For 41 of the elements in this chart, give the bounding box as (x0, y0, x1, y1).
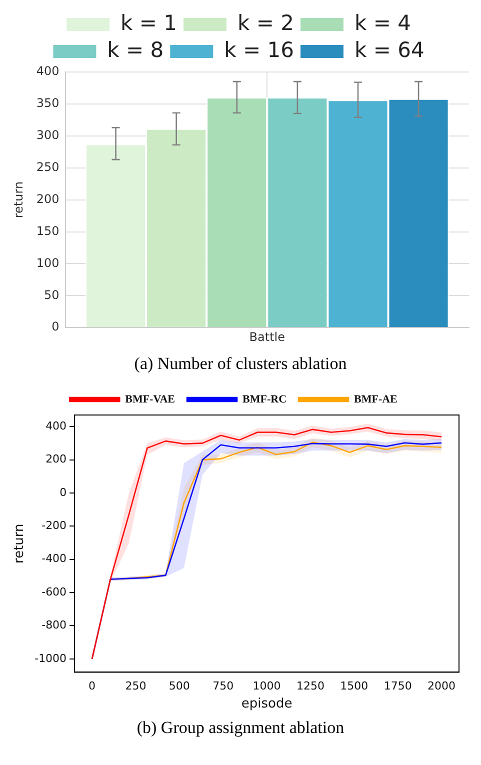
x-tick-label: 250 (125, 680, 146, 693)
y-axis-title: return (12, 524, 28, 564)
y-tick-label: 0 (52, 320, 60, 334)
legend-label: BMF-VAE (125, 393, 176, 406)
y-tick-label: 300 (36, 128, 60, 142)
legend-label: k = 4 (354, 10, 411, 35)
x-tick-label: 1750 (384, 680, 412, 693)
y-tick-label: -400 (42, 552, 67, 566)
x-tick-label: 2000 (428, 680, 456, 693)
legend-label: k = 2 (238, 10, 294, 35)
x-tick-label: 1500 (340, 680, 368, 693)
y-axis-title: return (11, 181, 26, 218)
legend-label: k = 8 (107, 38, 164, 62)
y-tick-label: 0 (60, 486, 67, 499)
y-tick-label: -200 (42, 519, 67, 532)
y-tick-label: -800 (42, 618, 67, 632)
x-tick-label: Battle (249, 330, 286, 344)
y-tick-label: 200 (46, 452, 67, 466)
y-tick-label: 400 (36, 64, 60, 78)
legend-label: k = 1 (120, 10, 178, 35)
x-tick-label: 0 (88, 680, 96, 693)
y-tick-label: 350 (36, 96, 60, 110)
y-tick-label: -1000 (34, 652, 67, 665)
y-tick-label: 400 (46, 419, 67, 432)
legend-label: k = 16 (224, 38, 294, 62)
x-tick-label: 750 (212, 680, 234, 693)
y-tick-label: 50 (44, 288, 60, 302)
y-tick-label: 250 (36, 160, 60, 174)
y-tick-label: 150 (36, 224, 60, 238)
legend-label: BMF-RC (242, 393, 287, 406)
y-tick-label: 100 (36, 256, 60, 270)
x-tick-label: 1000 (252, 680, 281, 693)
x-axis-title: episode (241, 696, 292, 712)
text: (a) Number of clusters ablation (133, 354, 348, 374)
text: (b) Group assignment ablation (136, 718, 346, 738)
x-tick-label: 1250 (296, 680, 324, 693)
y-tick-label: 200 (36, 192, 60, 206)
x-tick-label: 500 (168, 680, 190, 693)
legend-label: k = 64 (354, 38, 424, 62)
legend-label: BMF-AE (354, 393, 398, 406)
y-tick-label: -600 (42, 585, 67, 598)
